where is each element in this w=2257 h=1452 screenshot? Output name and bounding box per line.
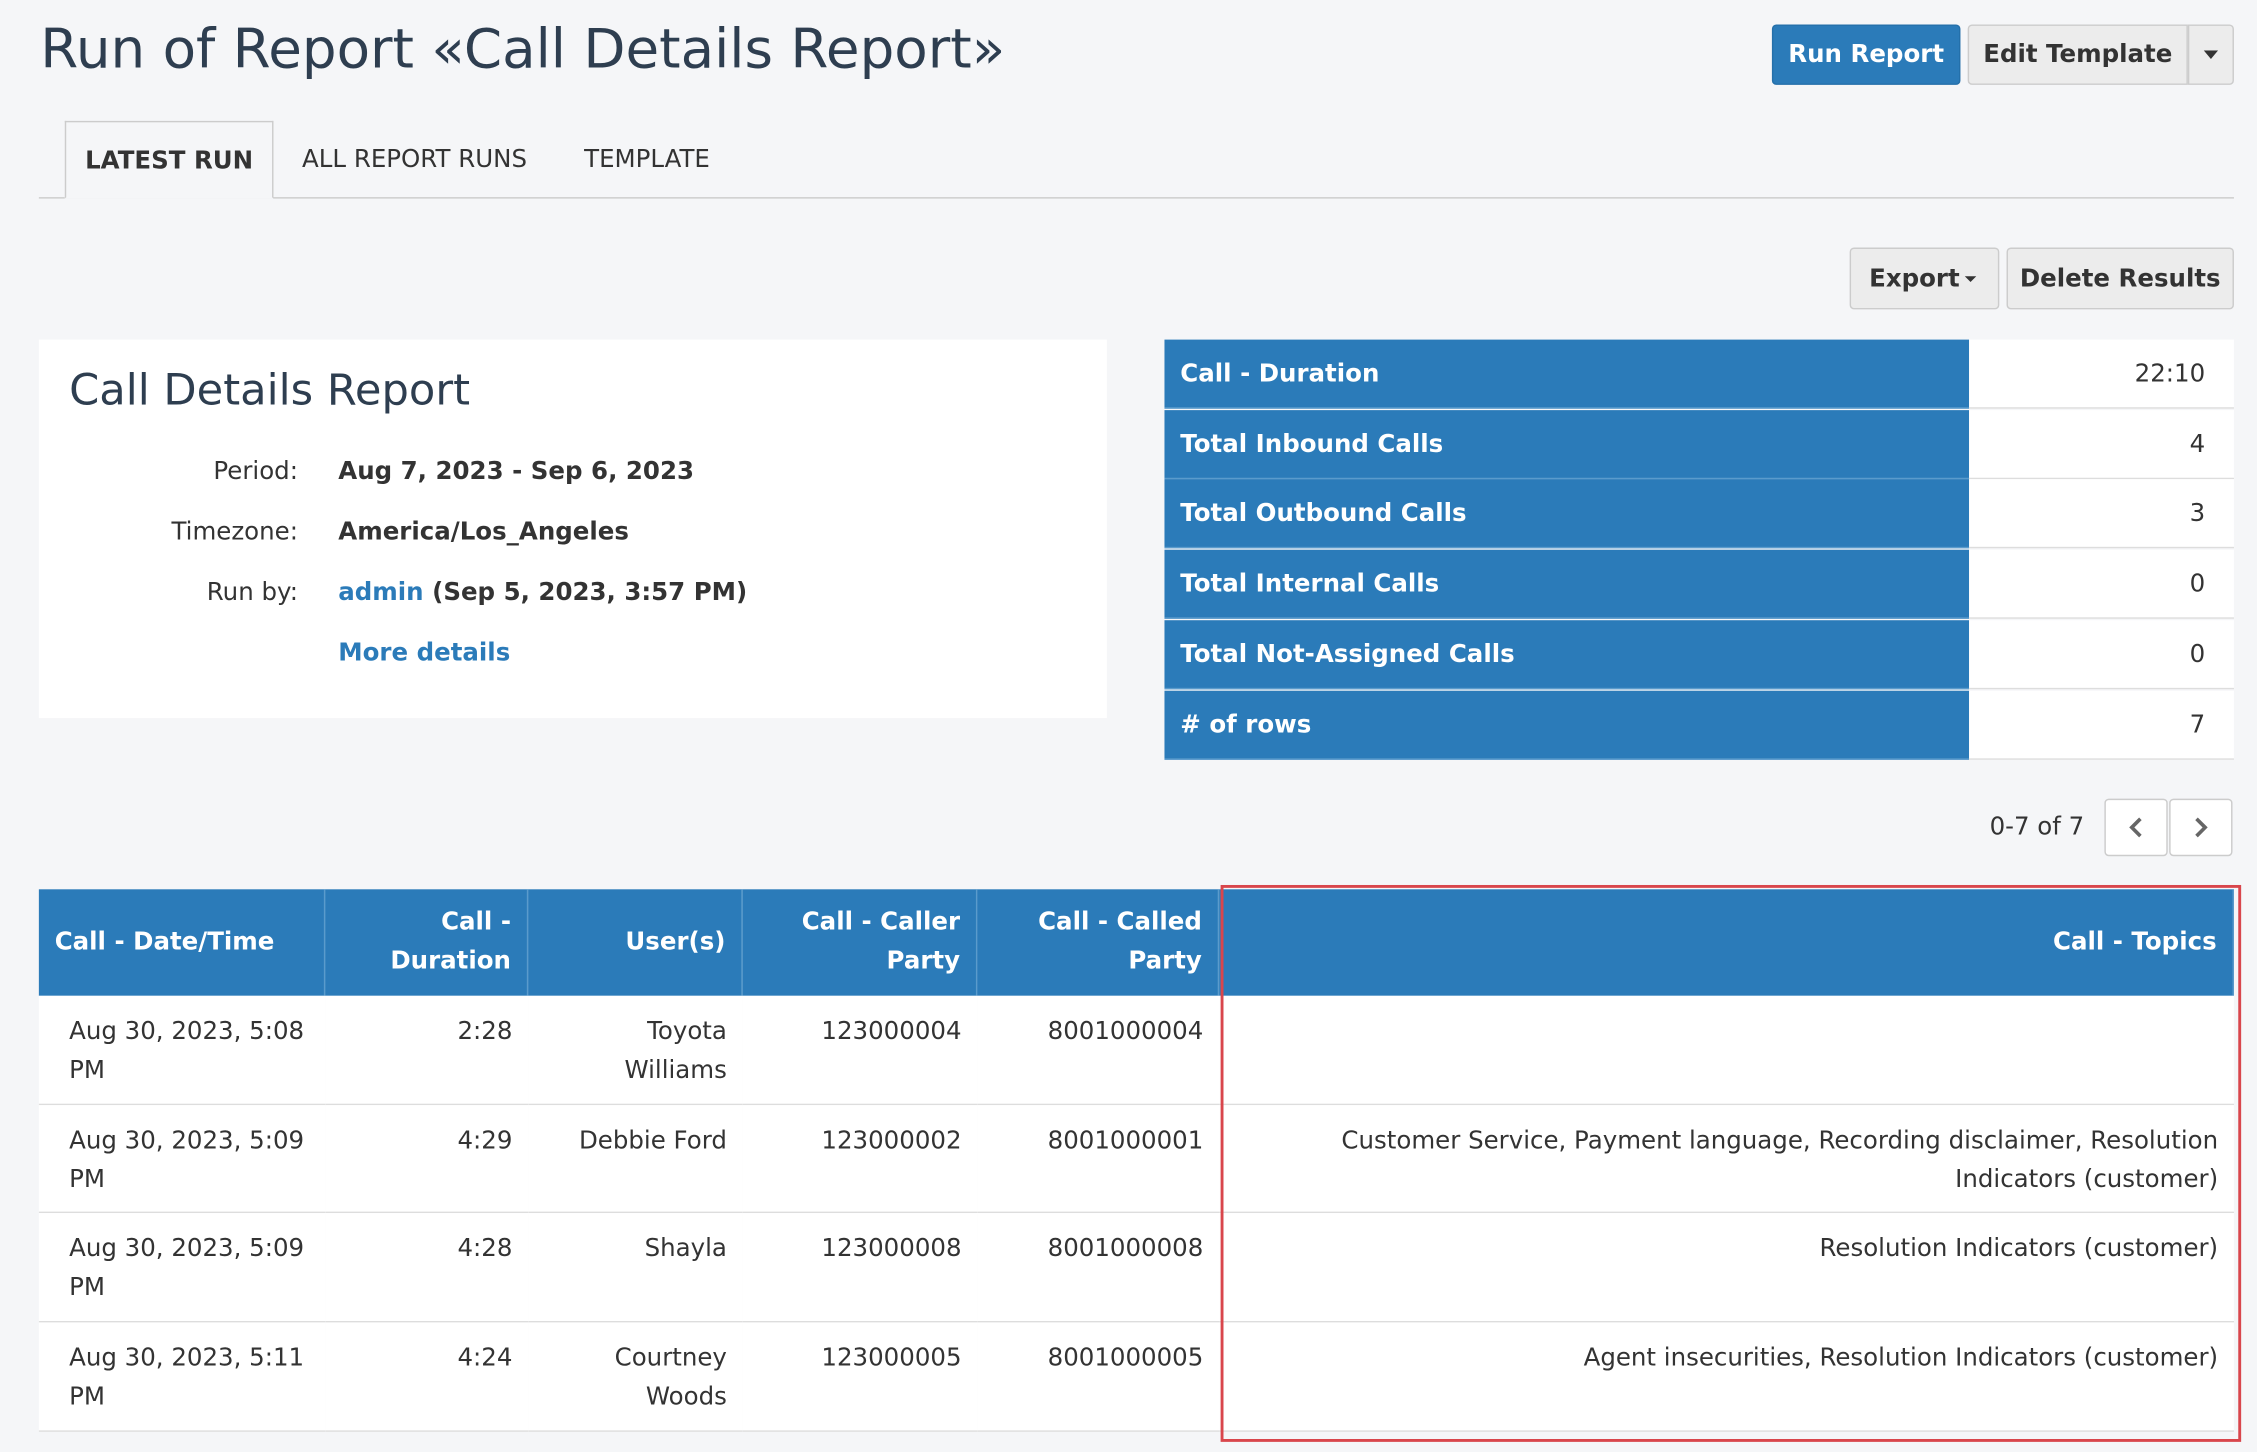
- more-details: More details: [338, 639, 510, 668]
- pagination-info: 0-7 of 7: [1989, 813, 2085, 842]
- summary-label: Call - Duration: [1164, 339, 1970, 409]
- table-cell: Customer Service, Payment language, Reco…: [1219, 1104, 2234, 1214]
- column-header: Call - Duration: [325, 889, 529, 996]
- summary-value: 7: [1969, 690, 2234, 760]
- table-cell: 8001000004: [977, 995, 1220, 1105]
- user-link[interactable]: admin: [338, 578, 424, 608]
- field-value: America/Los_Angeles: [338, 518, 629, 547]
- chevron-right: [2195, 817, 2208, 838]
- caret: [2203, 50, 2219, 59]
- run-report-button[interactable]: Run Report: [1771, 24, 1961, 85]
- summary-value: 3: [1969, 479, 2234, 549]
- next-page[interactable]: [2169, 798, 2233, 857]
- table-cell: Shayla: [528, 1213, 743, 1323]
- summary-row: Total Internal Calls 0: [1164, 549, 2234, 619]
- edit-dropdown[interactable]: [2187, 24, 2234, 85]
- export-label: Export: [1869, 264, 1960, 293]
- table-cell: 123000005: [742, 1322, 978, 1432]
- report-panel: Call Details Report Period: Aug 7, 2023 …: [38, 339, 1107, 719]
- edit-template-button[interactable]: Edit Template: [1967, 24, 2188, 85]
- summary-row: Total Inbound Calls 4: [1164, 409, 2234, 479]
- column-header: Call - Called Party: [977, 889, 1220, 996]
- summary-label: Total Internal Calls: [1164, 549, 1970, 619]
- table-cell: 4:29: [325, 1104, 529, 1214]
- table-cell: 123000002: [742, 1104, 978, 1214]
- delete-results-button[interactable]: Delete Results: [2006, 247, 2234, 310]
- table-cell: 2:28: [325, 995, 529, 1105]
- caret: [1965, 275, 1977, 282]
- summary-label: Total Not-Assigned Calls: [1164, 619, 1970, 689]
- summary-row: Total Outbound Calls 3: [1164, 479, 2234, 549]
- chevron-left: [2129, 817, 2142, 838]
- tab[interactable]: ALL REPORT RUNS: [302, 145, 528, 175]
- table-cell: [1219, 995, 2234, 1105]
- tab[interactable]: TEMPLATE: [584, 145, 710, 175]
- field-label: Period:: [213, 457, 298, 487]
- table-cell: 4:24: [325, 1322, 529, 1432]
- export-button[interactable]: Export: [1849, 247, 2000, 310]
- table-cell: 8001000001: [977, 1104, 1220, 1214]
- field-label: Timezone:: [171, 518, 298, 547]
- summary-row: Total Not-Assigned Calls 0: [1164, 619, 2234, 689]
- summary-value: 0: [1969, 549, 2234, 619]
- summary-label: Total Inbound Calls: [1164, 409, 1970, 479]
- summary-row: Call - Duration 22:10: [1164, 339, 2234, 409]
- summary-value: 4: [1969, 409, 2234, 479]
- more-details-link[interactable]: More details: [338, 638, 511, 668]
- field-value: Aug 7, 2023 - Sep 6, 2023: [338, 457, 694, 487]
- field-value: admin (Sep 5, 2023, 3:57 PM): [338, 578, 747, 607]
- column-header: Call - Date/Time: [38, 889, 326, 996]
- summary-row: # of rows 7: [1164, 690, 2234, 760]
- run-time: (Sep 5, 2023, 3:57 PM): [432, 578, 748, 608]
- table-cell: 123000008: [742, 1213, 978, 1323]
- table-cell: Toyota Williams: [528, 995, 743, 1105]
- table-cell: Agent insecurities, Resolution Indicator…: [1219, 1322, 2234, 1432]
- table-cell: Debbie Ford: [528, 1104, 743, 1214]
- summary-label: # of rows: [1164, 690, 1970, 760]
- table-cell: Aug 30, 2023, 5:08 PM: [38, 995, 326, 1105]
- column-header: User(s): [528, 889, 743, 996]
- prev-page[interactable]: [2104, 798, 2168, 857]
- table-cell: 4:28: [325, 1213, 529, 1323]
- summary-label: Total Outbound Calls: [1164, 479, 1970, 549]
- table-cell: 8001000008: [977, 1213, 1220, 1323]
- page-title: Run of Report «Call Details Report»: [40, 17, 1006, 81]
- table-cell: Resolution Indicators (customer): [1219, 1213, 2234, 1323]
- tab[interactable]: LATEST RUN: [64, 120, 274, 199]
- table-cell: Aug 30, 2023, 5:09 PM: [38, 1213, 326, 1323]
- column-header: Call - Topics: [1219, 889, 2234, 996]
- summary-value: 0: [1969, 619, 2234, 689]
- summary-value: 22:10: [1969, 339, 2234, 409]
- report-title: Call Details Report: [69, 365, 471, 416]
- table-cell: 123000004: [742, 995, 978, 1105]
- tabs: LATEST RUN ALL REPORT RUNS TEMPLATE: [38, 120, 2234, 199]
- table-cell: 8001000005: [977, 1322, 1220, 1432]
- table-cell: Aug 30, 2023, 5:09 PM: [38, 1104, 326, 1214]
- table-cell: Courtney Woods: [528, 1322, 743, 1432]
- column-header: Call - Caller Party: [742, 889, 978, 996]
- field-label: Run by:: [206, 578, 298, 608]
- table-cell: Aug 30, 2023, 5:11 PM: [38, 1322, 326, 1432]
